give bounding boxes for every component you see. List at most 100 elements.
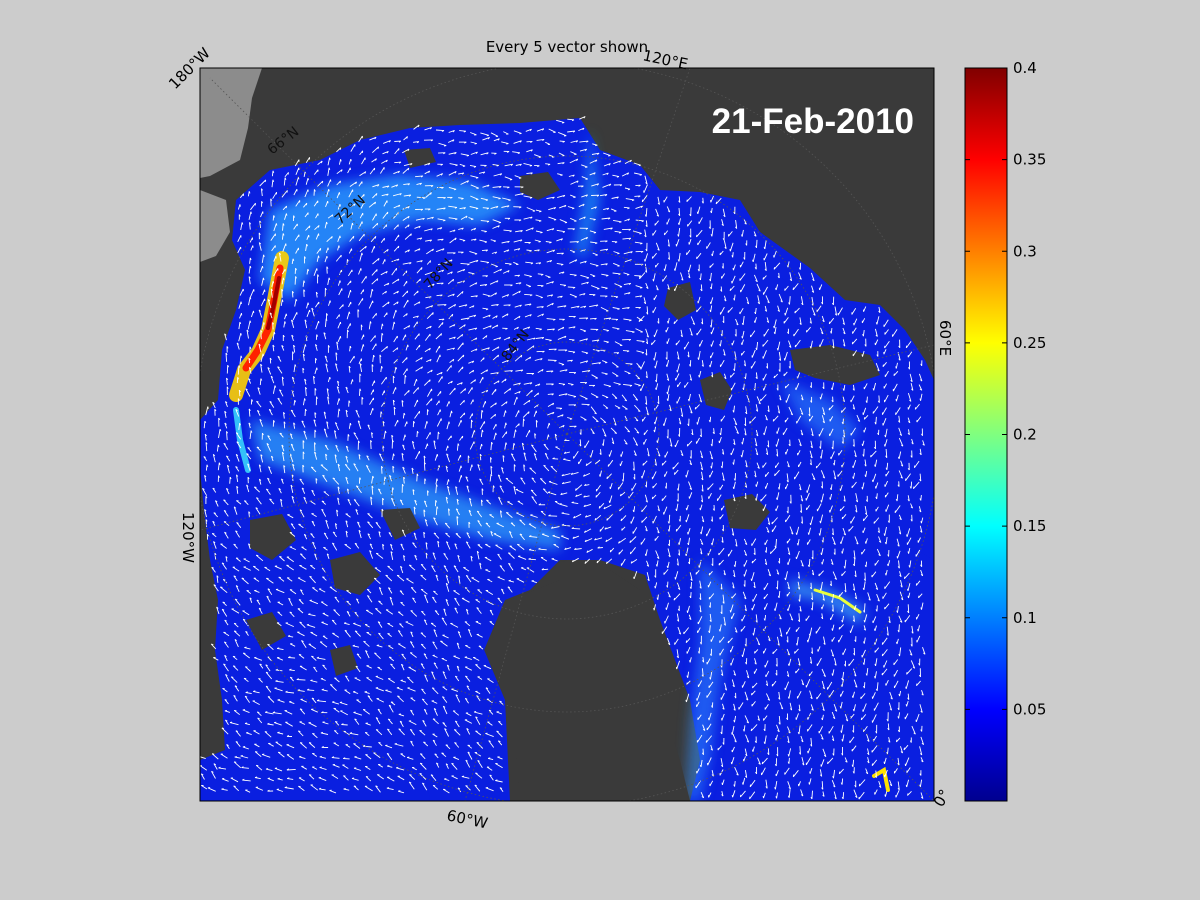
drift-vector (581, 194, 588, 198)
drift-vector (591, 374, 598, 379)
drift-vector (578, 458, 582, 465)
drift-vector-head (360, 324, 363, 327)
drift-vector (829, 505, 833, 513)
drift-vector (425, 305, 433, 309)
drift-vector-head (292, 351, 294, 354)
drift-vector-head (277, 355, 281, 358)
drift-vector-head (597, 350, 600, 352)
drift-vector (645, 328, 649, 338)
drift-vector (347, 323, 351, 330)
drift-vector-head (336, 341, 339, 344)
drift-vector-head (608, 500, 611, 503)
drift-vector-head (810, 597, 813, 601)
drift-vector-head (393, 453, 395, 456)
drift-vector (492, 186, 502, 188)
drift-vector-head (758, 289, 761, 292)
drift-vector (762, 373, 767, 381)
drift-vector (811, 297, 814, 306)
drift-vector-head (260, 363, 263, 367)
drift-vector (349, 355, 355, 364)
drift-vector-head (910, 455, 913, 458)
drift-vector-head (390, 551, 393, 554)
drift-vector-head (584, 382, 588, 384)
drift-vector-head (326, 421, 329, 424)
drift-vector-head (258, 309, 262, 312)
drift-vector (257, 387, 261, 395)
drift-vector-head (499, 186, 502, 189)
drift-vector (850, 427, 856, 436)
drift-vector-head (638, 275, 642, 278)
drift-vector-head (395, 184, 399, 187)
drift-vector-head (332, 531, 336, 534)
drift-vector (393, 204, 401, 209)
drift-vector-head (454, 237, 457, 241)
drift-vector-head (661, 463, 664, 466)
drift-vector (260, 330, 262, 340)
drift-vector-head (615, 296, 619, 299)
drift-vector (820, 581, 823, 591)
drift-vector (547, 393, 554, 395)
drift-vector (643, 429, 648, 436)
drift-vector-head (893, 373, 895, 376)
drift-vector (664, 471, 668, 477)
drift-vector-head (787, 331, 789, 334)
drift-vector (248, 408, 251, 417)
drift-vector (884, 526, 887, 536)
drift-vector-head (470, 555, 473, 559)
drift-vector (811, 602, 814, 611)
drift-vector-head (520, 369, 524, 372)
drift-vector (279, 556, 285, 562)
drift-vector-head (463, 130, 466, 133)
drift-vector (674, 262, 678, 271)
drift-vector-head (247, 463, 250, 466)
drift-vector (799, 317, 802, 325)
drift-vector (403, 163, 413, 167)
drift-vector (412, 597, 417, 603)
drift-vector-head (668, 554, 671, 558)
drift-vector (236, 441, 242, 449)
drift-vector-head (429, 127, 433, 130)
drift-vector-head (572, 287, 576, 289)
drift-vector (673, 593, 681, 601)
drift-vector (625, 330, 635, 333)
drift-vector (521, 442, 525, 451)
drift-vector (763, 286, 768, 295)
drift-vector (594, 514, 602, 521)
drift-vector (447, 435, 452, 441)
drift-vector (424, 421, 428, 429)
drift-vector-head (677, 222, 680, 225)
drift-vector (337, 204, 341, 210)
drift-vector-head (317, 274, 320, 277)
drift-vector (402, 205, 410, 210)
drift-vector-head (381, 333, 384, 336)
drift-vector-head (354, 542, 358, 545)
drift-vector-head (517, 274, 520, 277)
drift-vector (427, 388, 433, 397)
drift-vector-head (359, 363, 362, 366)
drift-vector-head (471, 419, 473, 423)
drift-vector-head (454, 543, 457, 546)
drift-vector-head (272, 322, 275, 325)
drift-vector (381, 159, 388, 164)
drift-vector-head (388, 140, 391, 143)
drift-vector-head (301, 420, 304, 423)
drift-vector (416, 431, 418, 438)
drift-vector (700, 526, 704, 535)
drift-vector (602, 404, 609, 409)
drift-vector-head (644, 259, 646, 262)
drift-vector-head (744, 542, 748, 545)
drift-vector-head (885, 467, 888, 470)
drift-vector (345, 445, 349, 452)
drift-vector (426, 312, 434, 320)
drift-vector-head (416, 431, 419, 434)
drift-vector (393, 170, 400, 175)
drift-vector-head (212, 487, 215, 490)
drift-vector-head (675, 508, 678, 512)
drift-vector (543, 444, 549, 451)
drift-vector-head (787, 608, 789, 612)
drift-vector (606, 558, 613, 565)
drift-vector-head (448, 479, 450, 482)
drift-vector (696, 305, 702, 313)
drift-vector (733, 439, 736, 445)
drift-vector (524, 314, 532, 318)
